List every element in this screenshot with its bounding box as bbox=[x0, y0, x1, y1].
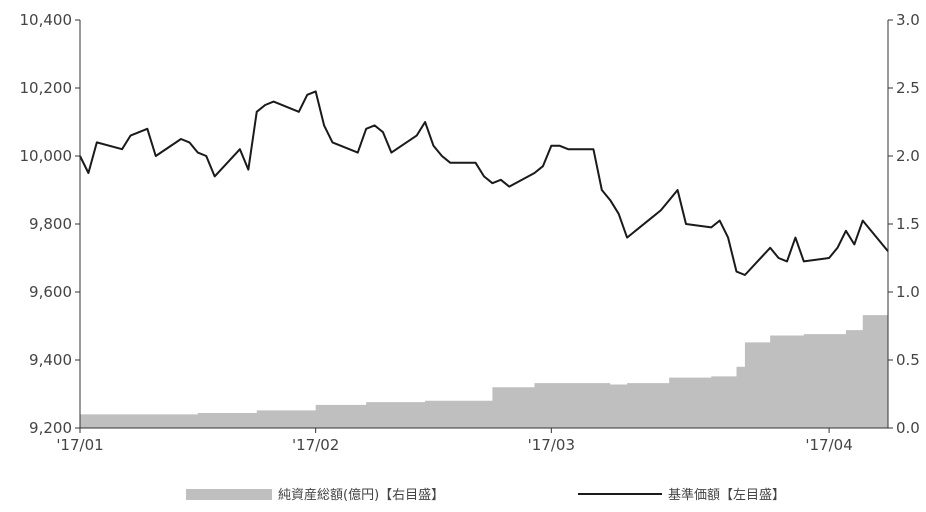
right-tick-label: 2.5 bbox=[896, 79, 920, 97]
right-tick-label: 1.5 bbox=[896, 215, 920, 233]
right-tick-label: 0.0 bbox=[896, 419, 920, 437]
right-tick-label: 1.0 bbox=[896, 283, 920, 301]
left-tick-label: 9,600 bbox=[29, 283, 72, 301]
x-axis-ticks: '17/01 '17/02 '17/03 '17/04 bbox=[56, 428, 853, 454]
left-tick-label: 9,800 bbox=[29, 215, 72, 233]
x-tick-label: '17/01 bbox=[56, 436, 103, 454]
x-tick-label: '17/03 bbox=[528, 436, 575, 454]
right-tick-label: 3.0 bbox=[896, 11, 920, 29]
left-tick-label: 9,200 bbox=[29, 419, 72, 437]
left-tick-label: 10,400 bbox=[20, 11, 73, 29]
nav-line-layer bbox=[79, 90, 889, 276]
legend-swatch-assets bbox=[186, 489, 272, 500]
nav-line bbox=[79, 90, 889, 276]
right-tick-label: 0.5 bbox=[896, 351, 920, 369]
left-tick-label: 10,200 bbox=[20, 79, 73, 97]
x-tick-label: '17/04 bbox=[805, 436, 852, 454]
x-tick-label: '17/02 bbox=[292, 436, 339, 454]
left-tick-label: 10,000 bbox=[20, 147, 73, 165]
legend-label-nav: 基準価額【左目盛】 bbox=[668, 487, 785, 503]
legend-label-assets: 純資産総額(億円)【右目盛】 bbox=[278, 487, 444, 503]
left-tick-label: 9,400 bbox=[29, 351, 72, 369]
right-tick-label: 2.0 bbox=[896, 147, 920, 165]
right-axis-ticks: 3.0 2.5 2.0 1.5 1.0 0.5 0.0 bbox=[888, 11, 920, 437]
legend: 純資産総額(億円)【右目盛】 基準価額【左目盛】 bbox=[186, 487, 785, 503]
left-axis-ticks: 10,400 10,200 10,000 9,800 9,600 9,400 9,200 bbox=[20, 11, 80, 437]
assets-area bbox=[80, 315, 888, 428]
assets-area-layer bbox=[80, 315, 888, 428]
